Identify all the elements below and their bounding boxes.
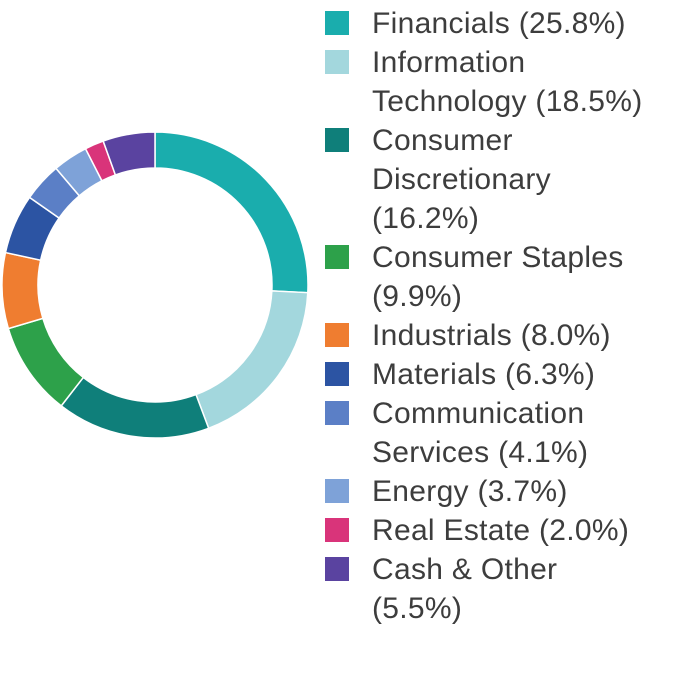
legend-label-real-estate: Real Estate (2.0%) xyxy=(372,514,630,547)
legend-swatch-financials xyxy=(325,11,349,35)
legend-label-materials: Materials (6.3%) xyxy=(372,358,596,391)
legend-label-cash-and-other: Cash & Other (5.5%) xyxy=(372,553,558,625)
legend-swatch-consumer-discretionary xyxy=(325,128,349,152)
legend-swatch-information-technology xyxy=(325,50,349,74)
legend-label-consumer-discretionary: Consumer Discretionary (16.2%) xyxy=(372,124,551,235)
slice-consumer-discretionary xyxy=(60,376,210,439)
slice-consumer-staples xyxy=(7,317,85,407)
legend-label-financials: Financials (25.8%) xyxy=(372,7,626,40)
legend-swatch-communication-services xyxy=(325,401,349,425)
donut-chart xyxy=(1,131,309,439)
legend-label-information-technology: Information Technology (18.5%) xyxy=(372,46,643,118)
slice-information-technology xyxy=(195,290,309,430)
legend-swatch-materials xyxy=(325,362,349,386)
legend-label-communication-services: Communication Services (4.1%) xyxy=(372,397,589,469)
legend-label-industrials: Industrials (8.0%) xyxy=(372,319,611,352)
legend-label-energy: Energy (3.7%) xyxy=(372,475,568,508)
legend-swatch-industrials xyxy=(325,323,349,347)
legend-swatch-real-estate xyxy=(325,518,349,542)
slice-cash-and-other xyxy=(102,131,156,176)
legend-swatch-cash-and-other xyxy=(325,557,349,581)
legend-label-consumer-staples: Consumer Staples (9.9%) xyxy=(372,241,624,313)
slice-financials xyxy=(154,131,309,294)
legend-swatch-consumer-staples xyxy=(325,245,349,269)
legend-swatch-energy xyxy=(325,479,349,503)
slice-industrials xyxy=(1,251,44,330)
